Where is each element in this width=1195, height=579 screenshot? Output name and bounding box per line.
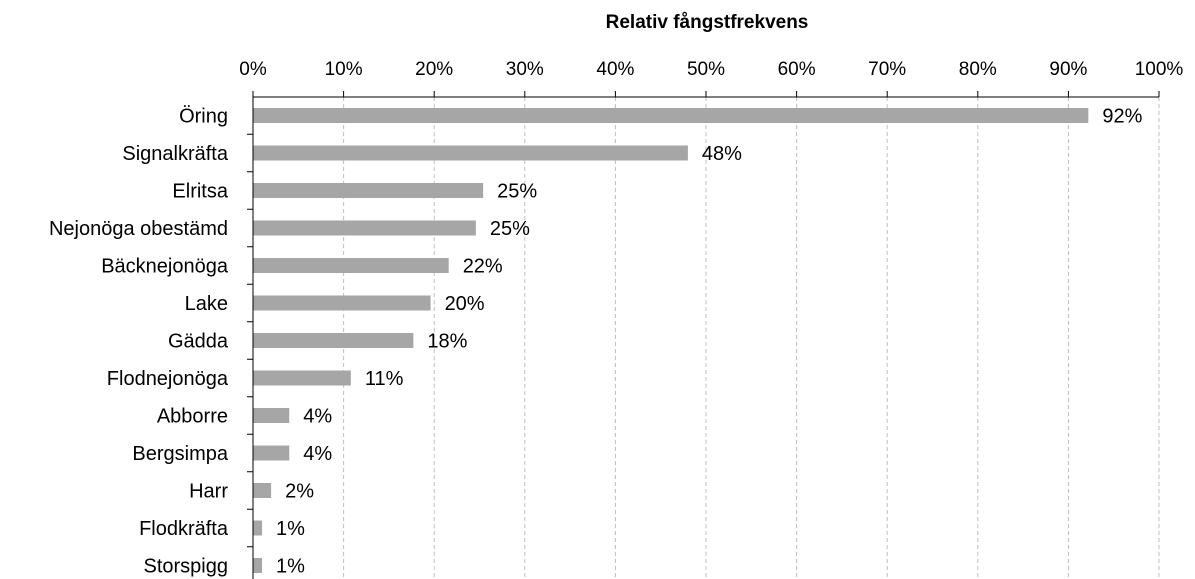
data-label: 25%: [497, 181, 537, 203]
bar: [253, 520, 263, 536]
x-tick-label: 40%: [596, 59, 634, 80]
bars: [253, 108, 1089, 573]
category-label: Flodkräfta: [139, 518, 229, 540]
bar: [253, 220, 476, 236]
x-tick-labels: 0% 10% 20% 30% 40% 50% 60% 70% 80% 90% 100%: [239, 59, 1183, 80]
category-label: Öring: [179, 106, 228, 128]
x-tick-label: 20%: [415, 59, 453, 80]
grid-lines: [343, 97, 1160, 579]
x-tick-label: 10%: [325, 59, 363, 80]
data-label: 25%: [490, 218, 530, 240]
bar: [253, 108, 1089, 123]
category-label: Signalkräfta: [122, 143, 228, 165]
category-label: Gädda: [168, 331, 229, 353]
x-tick-label: 90%: [1049, 59, 1087, 80]
category-label: Lake: [185, 293, 228, 315]
bar: [253, 183, 484, 198]
category-label: Bergsimpa: [132, 443, 228, 465]
category-label: Bäcknejonöga: [101, 256, 229, 278]
category-label: Nejonöga obestämd: [49, 218, 228, 240]
data-label: 20%: [445, 293, 485, 315]
data-label: 4%: [303, 443, 332, 465]
bar: [253, 445, 290, 461]
axes: [247, 91, 1160, 579]
data-label: 92%: [1102, 106, 1142, 128]
data-label: 4%: [303, 406, 332, 428]
x-tick-label: 70%: [868, 59, 906, 80]
bar: [253, 483, 272, 498]
x-tick-label: 30%: [506, 59, 544, 80]
category-label: Harr: [189, 481, 228, 503]
bar: [253, 145, 688, 161]
data-label: 22%: [463, 256, 503, 278]
x-tick-label: 80%: [959, 59, 997, 80]
bar: [253, 333, 414, 348]
bar: [253, 295, 431, 311]
bar: [253, 408, 290, 423]
x-tick-label: 50%: [687, 59, 725, 80]
bar: [253, 370, 351, 386]
bar: [253, 258, 449, 273]
data-label: 18%: [427, 331, 467, 353]
category-label: Storspigg: [144, 556, 229, 578]
category-label: Abborre: [157, 406, 228, 428]
category-label: Flodnejonöga: [107, 368, 229, 390]
x-tick-label: 0%: [239, 59, 267, 80]
data-labels: 92% 48% 25% 25% 22% 20% 18% 11% 4% 4% 2% 1% 1%: [276, 106, 1143, 578]
data-label: 1%: [276, 556, 305, 578]
chart-title: Relativ fångstfrekvens: [606, 12, 809, 33]
bar: [253, 558, 263, 573]
category-label: Elritsa: [172, 181, 228, 203]
x-tick-label: 60%: [778, 59, 816, 80]
x-tick-label: 100%: [1135, 59, 1184, 80]
data-label: 48%: [702, 143, 742, 165]
data-label: 2%: [285, 481, 314, 503]
category-labels: Öring Signalkräfta Elritsa Nejonöga obestäm…: [49, 106, 229, 578]
data-label: 1%: [276, 518, 305, 540]
data-label: 11%: [365, 368, 404, 390]
